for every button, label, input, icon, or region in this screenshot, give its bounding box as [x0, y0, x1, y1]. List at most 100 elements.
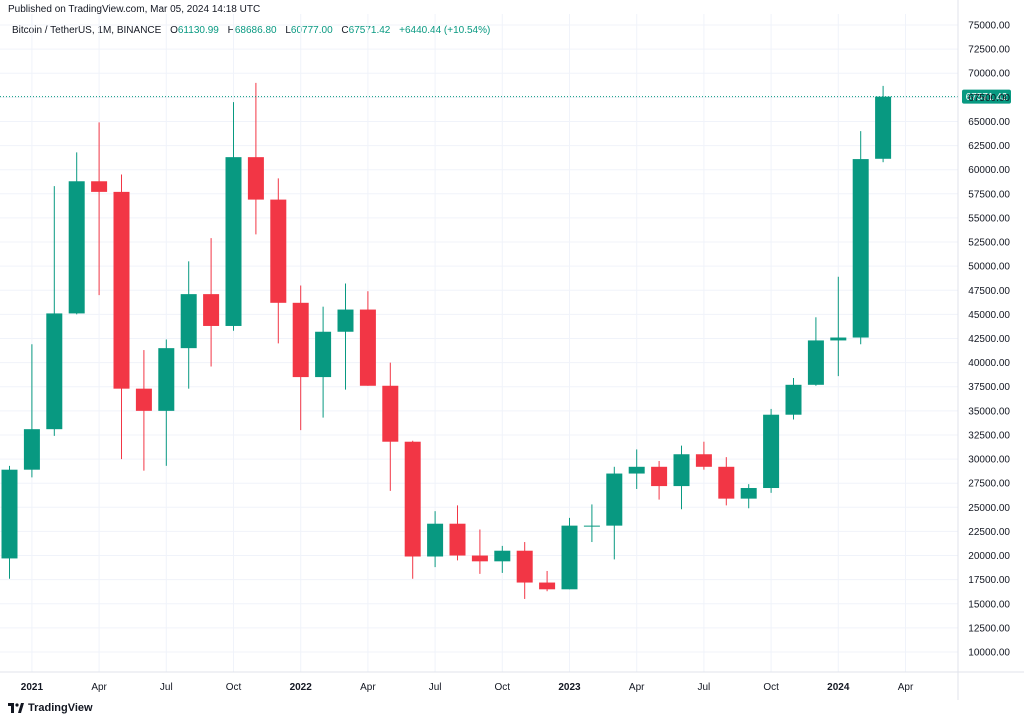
- candle-body: [404, 441, 421, 557]
- y-tick-label: 20000.00: [968, 551, 1010, 562]
- symbol-name: Bitcoin / TetherUS, 1M, BINANCE: [12, 25, 162, 36]
- candle-body: [695, 454, 712, 467]
- x-tick-label: Oct: [763, 682, 779, 693]
- x-tick-label: 2023: [558, 682, 581, 693]
- candle: [203, 238, 220, 367]
- candle-body: [427, 523, 444, 557]
- open-label: O: [170, 25, 178, 36]
- candle: [180, 261, 197, 389]
- tradingview-logo-icon: [8, 703, 24, 713]
- brand: TradingView: [8, 702, 93, 714]
- candle: [695, 441, 712, 470]
- y-tick-label: 72500.00: [968, 45, 1010, 56]
- candle-body: [113, 191, 130, 389]
- candle: [337, 283, 354, 390]
- candle-body: [359, 309, 376, 386]
- candle-body: [494, 550, 511, 562]
- candle: [449, 505, 466, 561]
- candle-body: [382, 385, 399, 442]
- y-tick-label: 67500.00: [968, 93, 1010, 104]
- candle: [494, 545, 511, 573]
- y-tick-label: 50000.00: [968, 262, 1010, 273]
- last-price-label: 67571.42: [966, 92, 1008, 103]
- candle: [404, 440, 421, 579]
- candle: [135, 350, 152, 471]
- y-tick-label: 57500.00: [968, 189, 1010, 200]
- symbol-legend: Bitcoin / TetherUS, 1M, BINANCE O61130.9…: [12, 25, 490, 36]
- x-tick-label: Jul: [160, 682, 173, 693]
- candle-body: [785, 384, 802, 415]
- y-tick-label: 65000.00: [968, 117, 1010, 128]
- candle: [763, 408, 780, 493]
- y-tick-label: 60000.00: [968, 165, 1010, 176]
- candle: [1, 465, 18, 579]
- candle-body: [539, 582, 556, 590]
- x-tick-label: 2024: [827, 682, 850, 693]
- candle: [583, 504, 600, 543]
- candle-body: [68, 181, 85, 314]
- candle-body: [46, 313, 63, 430]
- candle-body: [807, 340, 824, 385]
- candle: [158, 339, 175, 466]
- candle-body: [180, 294, 197, 349]
- y-tick-label: 45000.00: [968, 310, 1010, 321]
- time-axis[interactable]: 2021 Apr Jul Oct 2022 Apr Jul Oct 2023 Apr Jul Oct 2…: [0, 671, 1024, 693]
- candle: [471, 529, 488, 574]
- candle-body: [875, 96, 892, 159]
- y-tick-label: 30000.00: [968, 455, 1010, 466]
- candle: [852, 131, 869, 345]
- candle-body: [337, 309, 354, 332]
- price-axis[interactable]: 10000.00 12500.00 15000.00 17500.00 20000.00…: [957, 0, 1010, 700]
- x-tick-label: Apr: [629, 682, 645, 693]
- candle-body: [628, 466, 645, 474]
- x-tick-label: Apr: [91, 682, 107, 693]
- high-label: H: [227, 25, 235, 36]
- candle: [359, 291, 376, 386]
- x-tick-label: 2022: [290, 682, 313, 693]
- candle-body: [203, 294, 220, 326]
- candle-body: [449, 523, 466, 556]
- last-price-line: 67571.42: [0, 89, 1011, 104]
- y-tick-label: 70000.00: [968, 69, 1010, 80]
- published-note: Published on TradingView.com, Mar 05, 20…: [8, 4, 261, 15]
- low-value: 60777.00: [290, 25, 333, 36]
- candle: [807, 317, 824, 386]
- candle: [830, 276, 847, 377]
- candle-body: [225, 157, 242, 326]
- candle-body: [673, 454, 690, 487]
- candle-body: [852, 159, 869, 338]
- candle: [292, 285, 309, 431]
- x-tick-label: 2021: [21, 682, 44, 693]
- y-tick-label: 22500.00: [968, 527, 1010, 538]
- candle: [740, 484, 757, 509]
- y-tick-label: 75000.00: [968, 21, 1010, 32]
- candle: [651, 461, 668, 500]
- y-tick-label: 27500.00: [968, 479, 1010, 490]
- candle: [382, 362, 399, 491]
- y-tick-label: 12500.00: [968, 623, 1010, 634]
- y-tick-label: 62500.00: [968, 141, 1010, 152]
- candle: [427, 511, 444, 568]
- x-tick-label: Apr: [898, 682, 914, 693]
- x-tick-label: Jul: [698, 682, 711, 693]
- y-tick-label: 25000.00: [968, 503, 1010, 514]
- candle: [875, 85, 892, 163]
- candle-body: [583, 525, 600, 527]
- low-label: L: [285, 25, 291, 36]
- candle-body: [718, 466, 735, 499]
- candle: [91, 122, 108, 296]
- y-tick-label: 10000.00: [968, 648, 1010, 659]
- y-tick-label: 40000.00: [968, 358, 1010, 369]
- candle: [606, 466, 623, 560]
- candle-body: [516, 550, 533, 583]
- y-tick-label: 37500.00: [968, 382, 1010, 393]
- open-value: 61130.99: [177, 25, 219, 36]
- y-tick-label: 35000.00: [968, 406, 1010, 417]
- candle-body: [740, 488, 757, 499]
- candle-body: [763, 414, 780, 489]
- x-tick-label: Jul: [429, 682, 442, 693]
- candle-body: [158, 348, 175, 411]
- candle: [315, 306, 332, 418]
- candle: [673, 445, 690, 510]
